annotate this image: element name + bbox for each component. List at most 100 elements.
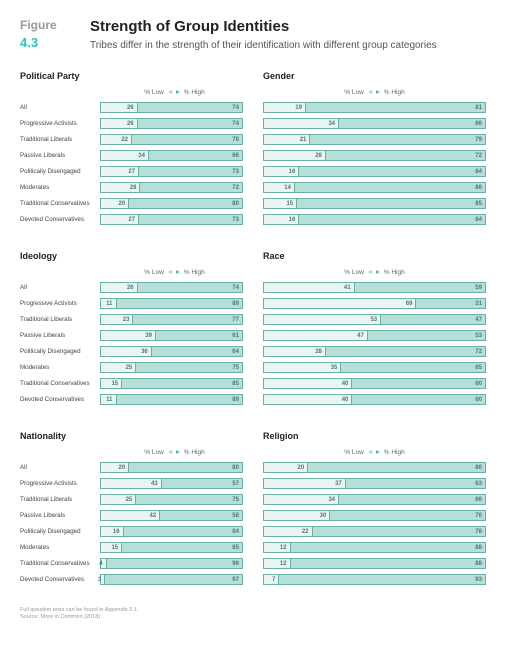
segment-low: 34 xyxy=(101,151,149,160)
bar: 2872 xyxy=(100,182,243,193)
value-low: 14 xyxy=(284,185,291,191)
arrow-right-icon xyxy=(376,270,380,274)
bar: 2575 xyxy=(100,362,243,373)
value-low: 30 xyxy=(320,513,327,519)
legend: % Low% High xyxy=(263,449,486,456)
value-low: 12 xyxy=(280,545,287,551)
bar: 3961 xyxy=(100,330,243,341)
segment-high: 80 xyxy=(129,463,242,472)
chart-row: Progressive Activists1189 xyxy=(20,297,243,311)
chart-nationality: Nationality% Low% HighAll2080Progressive… xyxy=(20,431,243,589)
segment-high: 57 xyxy=(162,479,242,488)
legend: % Low% High xyxy=(263,269,486,276)
chart-row: 2278 xyxy=(263,525,486,539)
chart-row: 3466 xyxy=(263,493,486,507)
chart-race: Race% Low% High4159693153474753287235654… xyxy=(263,251,486,409)
bar: 1684 xyxy=(263,166,486,177)
value-high: 80 xyxy=(475,465,482,471)
segment-low: 7 xyxy=(264,575,279,584)
segment-high: 81 xyxy=(306,103,485,112)
segment-low: 43 xyxy=(101,479,162,488)
segment-low: 25 xyxy=(101,363,136,372)
segment-low: 28 xyxy=(264,151,326,160)
segment-high: 84 xyxy=(299,215,485,224)
value-high: 85 xyxy=(475,201,482,207)
legend-high: % High xyxy=(384,449,405,456)
chart-row: 6931 xyxy=(263,297,486,311)
bar: 496 xyxy=(100,558,243,569)
value-high: 85 xyxy=(232,545,239,551)
segment-high: 72 xyxy=(140,183,242,192)
segment-low: 30 xyxy=(264,511,330,520)
value-low: 27 xyxy=(128,169,135,175)
legend-high: % High xyxy=(184,89,205,96)
segment-high: 72 xyxy=(326,347,485,356)
value-high: 53 xyxy=(475,333,482,339)
chart-row: 4159 xyxy=(263,281,486,295)
chart-gender: Gender% Low% High19813466217928721684148… xyxy=(263,71,486,229)
bar: 2278 xyxy=(263,526,486,537)
chart-title: Nationality xyxy=(20,431,243,441)
value-low: 27 xyxy=(128,217,135,223)
bar: 793 xyxy=(263,574,486,585)
segment-high: 66 xyxy=(149,151,242,160)
chart-title: Gender xyxy=(263,71,486,81)
row-label: Moderates xyxy=(20,184,100,191)
value-low: 25 xyxy=(126,365,133,371)
bar: 1486 xyxy=(263,182,486,193)
segment-low: 25 xyxy=(101,495,136,504)
value-high: 84 xyxy=(475,217,482,223)
value-high: 70 xyxy=(475,513,482,519)
chart-row: 2872 xyxy=(263,345,486,359)
segment-high: 53 xyxy=(368,331,485,340)
value-low: 16 xyxy=(289,217,296,223)
arrow-left-icon xyxy=(368,270,372,274)
arrow-left-icon xyxy=(368,450,372,454)
arrow-right-icon xyxy=(376,450,380,454)
row-label: Moderates xyxy=(20,544,100,551)
segment-high: 96 xyxy=(107,559,242,568)
segment-low: 35 xyxy=(264,363,341,372)
bar: 4357 xyxy=(100,478,243,489)
segment-high: 70 xyxy=(330,511,485,520)
value-low: 15 xyxy=(111,545,118,551)
row-label: Politically Disengaged xyxy=(20,528,100,535)
chart-row: Devoted Conservatives1189 xyxy=(20,393,243,407)
segment-low: 26 xyxy=(101,119,138,128)
chart-row: 5347 xyxy=(263,313,486,327)
value-high: 58 xyxy=(232,513,239,519)
legend: % Low% High xyxy=(20,449,243,456)
legend-low: % Low xyxy=(344,269,364,276)
segment-low: 36 xyxy=(101,347,152,356)
row-label: Devoted Conservatives xyxy=(20,576,100,583)
figure-number: 4.3 xyxy=(20,35,76,50)
segment-high: 89 xyxy=(117,299,242,308)
segment-low: 42 xyxy=(101,511,160,520)
legend: % Low% High xyxy=(263,89,486,96)
bar: 6931 xyxy=(263,298,486,309)
segment-high: 60 xyxy=(352,379,485,388)
bar: 30 70 xyxy=(263,510,486,521)
bar: 2674 xyxy=(100,102,243,113)
segment-low: 27 xyxy=(101,167,139,176)
segment-low: 22 xyxy=(264,527,313,536)
segment-high: 65 xyxy=(341,363,485,372)
chart-row: Devoted Conservatives397 xyxy=(20,573,243,587)
segment-high: 85 xyxy=(122,543,242,552)
segment-low: 23 xyxy=(101,315,133,324)
segment-high: 93 xyxy=(279,575,485,584)
segment-low: 34 xyxy=(264,119,339,128)
segment-high: 47 xyxy=(381,315,485,324)
legend-high: % High xyxy=(184,269,205,276)
value-high: 74 xyxy=(232,121,239,127)
value-high: 63 xyxy=(475,481,482,487)
legend: % Low% High xyxy=(20,89,243,96)
row-label: Traditional Conservatives xyxy=(20,560,100,567)
chart-religion: Religion% Low% High208037633466307022781… xyxy=(263,431,486,589)
value-low: 11 xyxy=(106,301,112,307)
arrow-left-icon xyxy=(168,90,172,94)
value-low: 40 xyxy=(342,397,349,403)
chart-row: 793 xyxy=(263,573,486,587)
row-label: Passive Liberals xyxy=(20,512,100,519)
value-high: 81 xyxy=(475,105,482,111)
